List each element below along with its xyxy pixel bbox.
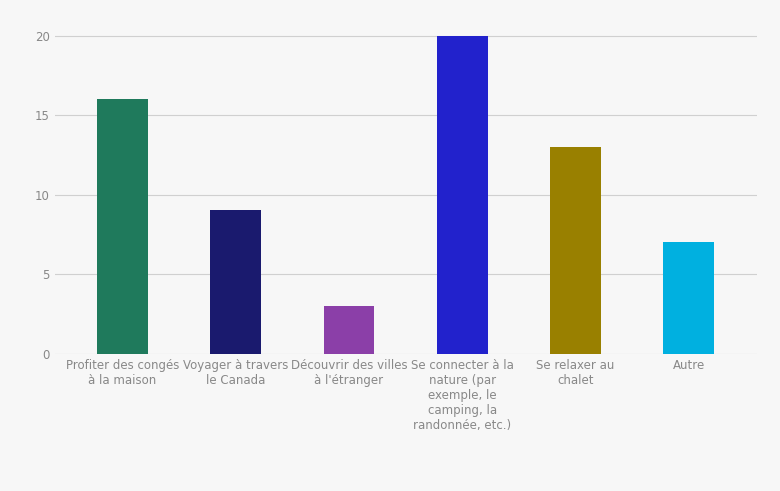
Bar bbox=[437, 35, 488, 354]
Bar bbox=[97, 99, 148, 354]
Bar bbox=[324, 306, 374, 354]
Bar bbox=[663, 242, 714, 354]
Bar bbox=[211, 211, 261, 354]
Bar bbox=[550, 147, 601, 354]
